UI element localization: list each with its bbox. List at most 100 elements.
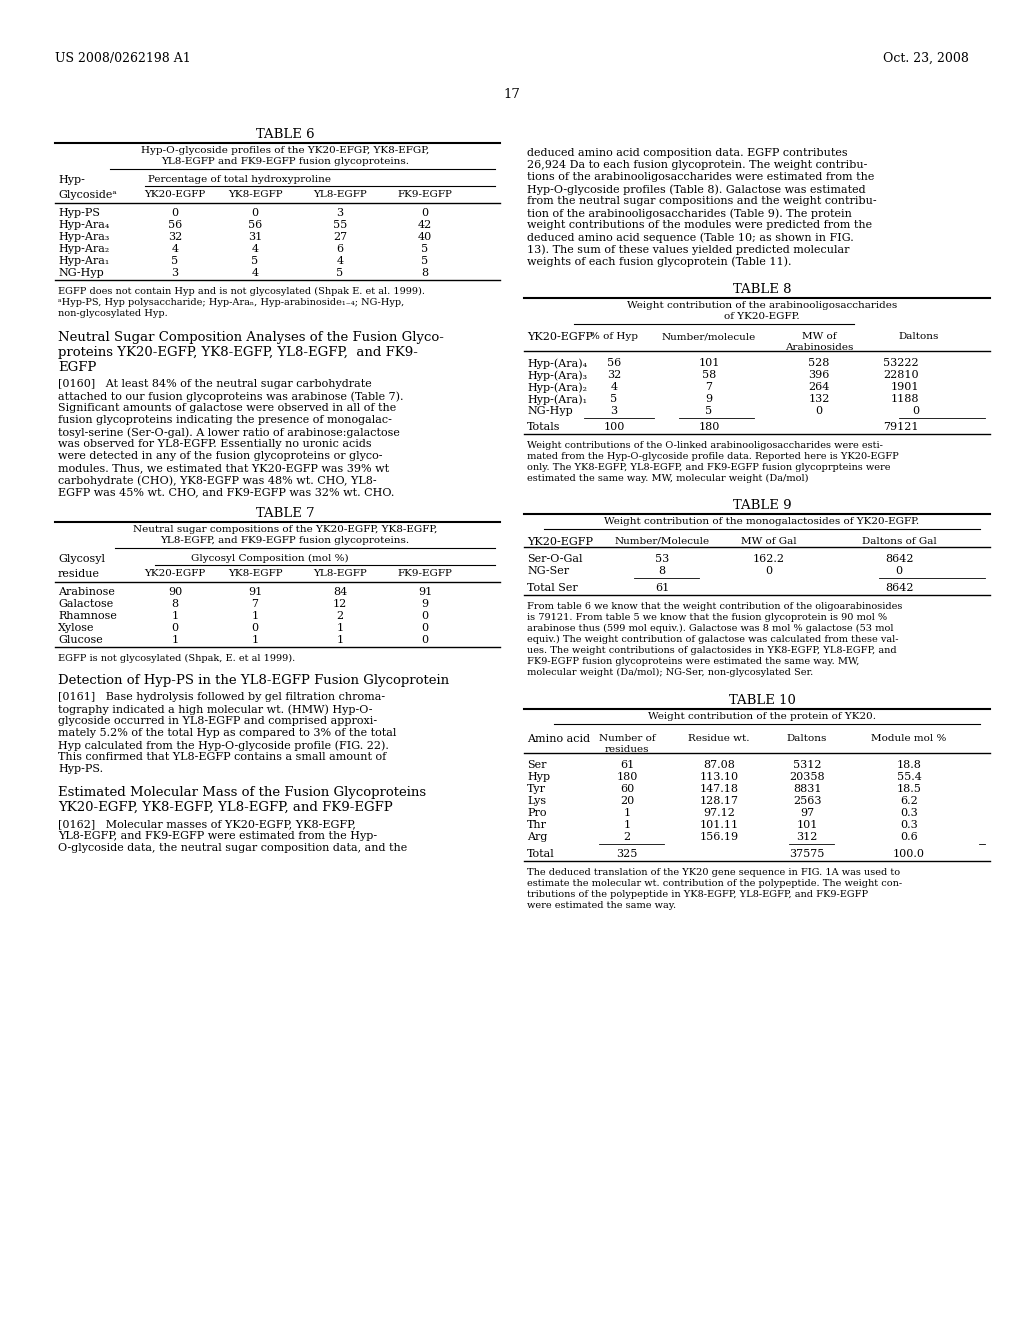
Text: Hyp-PS.: Hyp-PS. xyxy=(58,764,103,774)
Text: tion of the arabinooligosaccharides (Table 9). The protein: tion of the arabinooligosaccharides (Tab… xyxy=(527,209,852,219)
Text: deduced amino acid composition data. EGFP contributes: deduced amino acid composition data. EGF… xyxy=(527,148,848,158)
Text: 1: 1 xyxy=(624,820,631,830)
Text: 91: 91 xyxy=(418,587,432,597)
Text: EGFP was 45% wt. CHO, and FK9-EGFP was 32% wt. CHO.: EGFP was 45% wt. CHO, and FK9-EGFP was 3… xyxy=(58,487,394,498)
Text: Number/Molecule: Number/Molecule xyxy=(614,537,710,546)
Text: Daltons of Gal: Daltons of Gal xyxy=(861,537,936,546)
Text: 5: 5 xyxy=(610,393,617,404)
Text: Weight contribution of the arabinooligosaccharides: Weight contribution of the arabinooligos… xyxy=(627,301,897,310)
Text: Hyp-(Ara)₄: Hyp-(Ara)₄ xyxy=(527,358,587,368)
Text: were estimated the same way.: were estimated the same way. xyxy=(527,902,676,909)
Text: 1: 1 xyxy=(337,635,344,645)
Text: YK8-EGFP: YK8-EGFP xyxy=(227,569,283,578)
Text: 528: 528 xyxy=(808,358,829,368)
Text: Number/molecule: Number/molecule xyxy=(662,333,756,341)
Text: proteins YK20-EGFP, YK8-EGFP, YL8-EGFP,  and FK9-: proteins YK20-EGFP, YK8-EGFP, YL8-EGFP, … xyxy=(58,346,418,359)
Text: Hyp-(Ara)₁: Hyp-(Ara)₁ xyxy=(527,393,587,404)
Text: [0161]   Base hydrolysis followed by gel filtration chroma-: [0161] Base hydrolysis followed by gel f… xyxy=(58,692,385,702)
Text: 312: 312 xyxy=(797,832,818,842)
Text: 0: 0 xyxy=(815,407,822,416)
Text: Hyp calculated from the Hyp-O-glycoside profile (FIG. 22).: Hyp calculated from the Hyp-O-glycoside … xyxy=(58,741,389,751)
Text: only. The YK8-EGFP, YL8-EGFP, and FK9-EGFP fusion glycoprpteins were: only. The YK8-EGFP, YL8-EGFP, and FK9-EG… xyxy=(527,463,891,473)
Text: Galactose: Galactose xyxy=(58,599,114,609)
Text: 3: 3 xyxy=(337,209,344,218)
Text: Weight contribution of the protein of YK20.: Weight contribution of the protein of YK… xyxy=(648,711,876,721)
Text: Lys: Lys xyxy=(527,796,546,807)
Text: 27: 27 xyxy=(333,232,347,242)
Text: YK20-EGFP: YK20-EGFP xyxy=(144,569,206,578)
Text: 90: 90 xyxy=(168,587,182,597)
Text: YK8-EGFP: YK8-EGFP xyxy=(227,190,283,199)
Text: 1: 1 xyxy=(171,635,178,645)
Text: TABLE 6: TABLE 6 xyxy=(256,128,314,141)
Text: 1: 1 xyxy=(171,611,178,620)
Text: Totals: Totals xyxy=(527,422,560,432)
Text: 0: 0 xyxy=(422,623,429,634)
Text: Detection of Hyp-PS in the YL8-EGFP Fusion Glycoprotein: Detection of Hyp-PS in the YL8-EGFP Fusi… xyxy=(58,675,450,686)
Text: YL8-EGFP: YL8-EGFP xyxy=(313,190,367,199)
Text: [0160]   At least 84% of the neutral sugar carbohydrate: [0160] At least 84% of the neutral sugar… xyxy=(58,379,372,389)
Text: FK9-EGFP: FK9-EGFP xyxy=(397,569,453,578)
Text: From table 6 we know that the weight contribution of the oligoarabinosides: From table 6 we know that the weight con… xyxy=(527,602,902,611)
Text: 37575: 37575 xyxy=(790,849,824,859)
Text: % of Hyp: % of Hyp xyxy=(590,333,638,341)
Text: 2: 2 xyxy=(337,611,344,620)
Text: 0: 0 xyxy=(171,209,178,218)
Text: 4: 4 xyxy=(610,381,617,392)
Text: Pro: Pro xyxy=(527,808,547,818)
Text: Number of: Number of xyxy=(599,734,655,743)
Text: 55: 55 xyxy=(333,220,347,230)
Text: tography indicated a high molecular wt. (HMW) Hyp-O-: tography indicated a high molecular wt. … xyxy=(58,704,373,714)
Text: 100: 100 xyxy=(603,422,625,432)
Text: Hyp-(Ara)₃: Hyp-(Ara)₃ xyxy=(527,370,587,380)
Text: 0: 0 xyxy=(422,635,429,645)
Text: 87.08: 87.08 xyxy=(703,760,735,770)
Text: 84: 84 xyxy=(333,587,347,597)
Text: 20: 20 xyxy=(620,796,634,807)
Text: Glycosyl: Glycosyl xyxy=(58,554,105,564)
Text: Weight contribution of the monogalactosides of YK20-EGFP.: Weight contribution of the monogalactosi… xyxy=(604,517,920,525)
Text: 5: 5 xyxy=(706,407,713,416)
Text: 147.18: 147.18 xyxy=(699,784,738,795)
Text: Total Ser: Total Ser xyxy=(527,583,578,593)
Text: of YK20-EGFP.: of YK20-EGFP. xyxy=(724,312,800,321)
Text: 1: 1 xyxy=(337,623,344,634)
Text: equiv.) The weight contribution of galactose was calculated from these val-: equiv.) The weight contribution of galac… xyxy=(527,635,898,644)
Text: YK20-EGFP, YK8-EGFP, YL8-EGFP, and FK9-EGFP: YK20-EGFP, YK8-EGFP, YL8-EGFP, and FK9-E… xyxy=(58,801,393,814)
Text: 8642: 8642 xyxy=(885,554,913,564)
Text: TABLE 10: TABLE 10 xyxy=(728,694,796,708)
Text: 6.2: 6.2 xyxy=(900,796,918,807)
Text: 32: 32 xyxy=(168,232,182,242)
Text: 128.17: 128.17 xyxy=(699,796,738,807)
Text: 53: 53 xyxy=(655,554,669,564)
Text: 42: 42 xyxy=(418,220,432,230)
Text: tions of the arabinooligosaccharides were estimated from the: tions of the arabinooligosaccharides wer… xyxy=(527,172,874,182)
Text: 56: 56 xyxy=(607,358,622,368)
Text: modules. Thus, we estimated that YK20-EGFP was 39% wt: modules. Thus, we estimated that YK20-EG… xyxy=(58,463,389,473)
Text: 60: 60 xyxy=(620,784,634,795)
Text: 0: 0 xyxy=(171,623,178,634)
Text: is 79121. From table 5 we know that the fusion glycoprotein is 90 mol %: is 79121. From table 5 we know that the … xyxy=(527,612,887,622)
Text: EGFP does not contain Hyp and is not glycosylated (Shpak E. et al. 1999).: EGFP does not contain Hyp and is not gly… xyxy=(58,286,425,296)
Text: 101.11: 101.11 xyxy=(699,820,738,830)
Text: 0: 0 xyxy=(895,566,902,576)
Text: tributions of the polypeptide in YK8-EGFP, YL8-EGFP, and FK9-EGFP: tributions of the polypeptide in YK8-EGF… xyxy=(527,890,868,899)
Text: residues: residues xyxy=(605,744,649,754)
Text: [0162]   Molecular masses of YK20-EGFP, YK8-EGFP,: [0162] Molecular masses of YK20-EGFP, YK… xyxy=(58,818,356,829)
Text: 0: 0 xyxy=(765,566,772,576)
Text: Total: Total xyxy=(527,849,555,859)
Text: 61: 61 xyxy=(620,760,634,770)
Text: 0: 0 xyxy=(912,407,919,416)
Text: 0.3: 0.3 xyxy=(900,808,918,818)
Text: ᵃHyp-PS, Hyp polysaccharide; Hyp-Araₙ, Hyp-arabinoside₁₋₄; NG-Hyp,: ᵃHyp-PS, Hyp polysaccharide; Hyp-Araₙ, H… xyxy=(58,298,404,308)
Text: 79121: 79121 xyxy=(884,422,919,432)
Text: Daltons: Daltons xyxy=(786,734,827,743)
Text: 2563: 2563 xyxy=(793,796,821,807)
Text: NG-Hyp: NG-Hyp xyxy=(58,268,103,279)
Text: estimated the same way. MW, molecular weight (Da/mol): estimated the same way. MW, molecular we… xyxy=(527,474,809,483)
Text: 396: 396 xyxy=(808,370,829,380)
Text: 6: 6 xyxy=(337,244,344,253)
Text: 18.5: 18.5 xyxy=(897,784,922,795)
Text: tosyl-serine (Ser-O-gal). A lower ratio of arabinose:galactose: tosyl-serine (Ser-O-gal). A lower ratio … xyxy=(58,426,400,437)
Text: 100.0: 100.0 xyxy=(893,849,925,859)
